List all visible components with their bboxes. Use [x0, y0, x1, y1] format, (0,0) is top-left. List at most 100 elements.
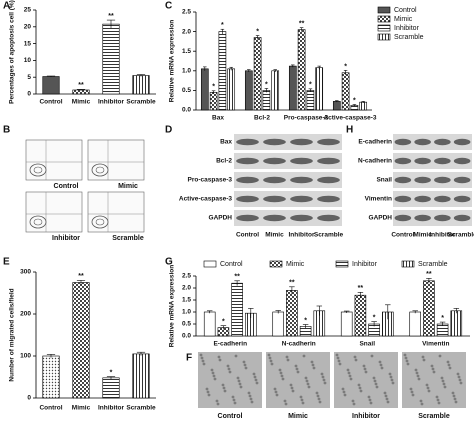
cell	[212, 374, 216, 378]
micrograph	[402, 352, 466, 408]
x-tick-label: Bcl-2	[254, 115, 270, 122]
panel-letter: E	[3, 257, 10, 268]
x-tick-label: E-cadherin	[213, 341, 247, 348]
cell	[404, 356, 408, 360]
blot-label: Snail	[376, 177, 392, 184]
y-tick-label: 0	[27, 91, 31, 98]
flow-plot	[25, 191, 83, 233]
band	[263, 176, 286, 184]
cell	[315, 391, 319, 395]
legend-swatch	[377, 33, 391, 41]
cell	[301, 401, 305, 405]
cell	[283, 399, 287, 403]
x-tick-label: N-cadherin	[282, 341, 316, 348]
cell	[201, 359, 205, 363]
x-tick-label: Inhibitor	[98, 405, 124, 412]
bar	[262, 90, 271, 111]
band	[317, 214, 340, 222]
cell	[216, 402, 220, 406]
significance: *	[110, 369, 113, 376]
legend-label: Inhibitor	[394, 25, 420, 32]
y-tick-label: 2.5	[182, 273, 191, 280]
cell	[457, 375, 461, 379]
lane-label: Inhibitor	[289, 232, 315, 239]
x-tick-label: Snail	[359, 341, 375, 348]
cell	[222, 386, 226, 390]
cell	[337, 359, 341, 363]
cell	[347, 371, 351, 375]
cell	[238, 382, 242, 386]
significance: *	[441, 315, 444, 322]
cell	[368, 398, 372, 402]
blot-label: E-cadherin	[358, 139, 392, 146]
blot-label: N-cadherin	[358, 158, 392, 165]
cell	[275, 393, 279, 397]
cell	[250, 400, 254, 404]
bar	[42, 76, 60, 95]
legend-swatch	[377, 15, 391, 23]
cell	[415, 371, 419, 375]
cell	[226, 364, 230, 368]
y-tick-label: 20	[24, 24, 32, 31]
y-axis-title: Percentages of apoptosis cell (%)	[9, 0, 16, 104]
bar	[218, 31, 227, 111]
cell	[252, 372, 256, 376]
legend-swatch	[401, 260, 415, 268]
cell-cluster	[95, 166, 105, 174]
bar	[288, 65, 297, 111]
image-label: Inhibitor	[352, 413, 380, 420]
band	[290, 195, 313, 203]
band	[236, 195, 259, 203]
legend-label: Scramble	[418, 261, 448, 268]
cell	[409, 387, 413, 391]
band	[263, 157, 286, 165]
cell	[296, 370, 300, 374]
bar	[102, 377, 120, 399]
cell	[430, 364, 434, 368]
cell	[358, 386, 362, 390]
cell	[213, 377, 217, 381]
bar	[315, 67, 324, 111]
cell-cluster	[29, 215, 47, 229]
blot-strip	[393, 210, 472, 226]
cell	[419, 399, 423, 403]
cell	[426, 386, 430, 390]
cell	[200, 356, 204, 360]
micrograph	[198, 352, 262, 408]
band	[414, 176, 431, 184]
y-tick-label: 1.0	[182, 68, 191, 75]
bar	[42, 355, 60, 399]
blot-label: GAPDH	[209, 215, 233, 222]
cell	[403, 353, 407, 357]
y-tick-label: 0.0	[182, 107, 191, 114]
blot-label: Vimentin	[365, 196, 392, 203]
blot-strip	[234, 153, 342, 169]
significance: *	[344, 63, 347, 70]
x-tick-label: Control	[39, 405, 62, 412]
x-tick-label: Pro-caspase-3	[284, 115, 329, 122]
y-tick-label: 300	[20, 269, 31, 276]
cell	[295, 367, 299, 371]
legend-swatch	[377, 6, 391, 14]
cell	[236, 376, 240, 380]
cell	[285, 355, 289, 359]
cell	[405, 359, 409, 363]
cell	[411, 393, 415, 397]
cell	[357, 383, 361, 387]
cell-cluster	[33, 166, 43, 174]
legend-label: Mimic	[286, 261, 305, 268]
flow-plot	[87, 191, 145, 233]
cell	[281, 377, 285, 381]
significance: **	[299, 21, 305, 28]
bar	[209, 92, 218, 111]
x-tick-label: Scramble	[126, 99, 156, 106]
band	[453, 138, 471, 146]
cell	[306, 382, 310, 386]
cell	[278, 368, 282, 372]
significance: *	[265, 81, 268, 88]
blot-label: Bcl-2	[216, 158, 232, 165]
cell	[248, 394, 252, 398]
x-tick-label: Vimentin	[422, 341, 449, 348]
cell	[312, 366, 316, 370]
